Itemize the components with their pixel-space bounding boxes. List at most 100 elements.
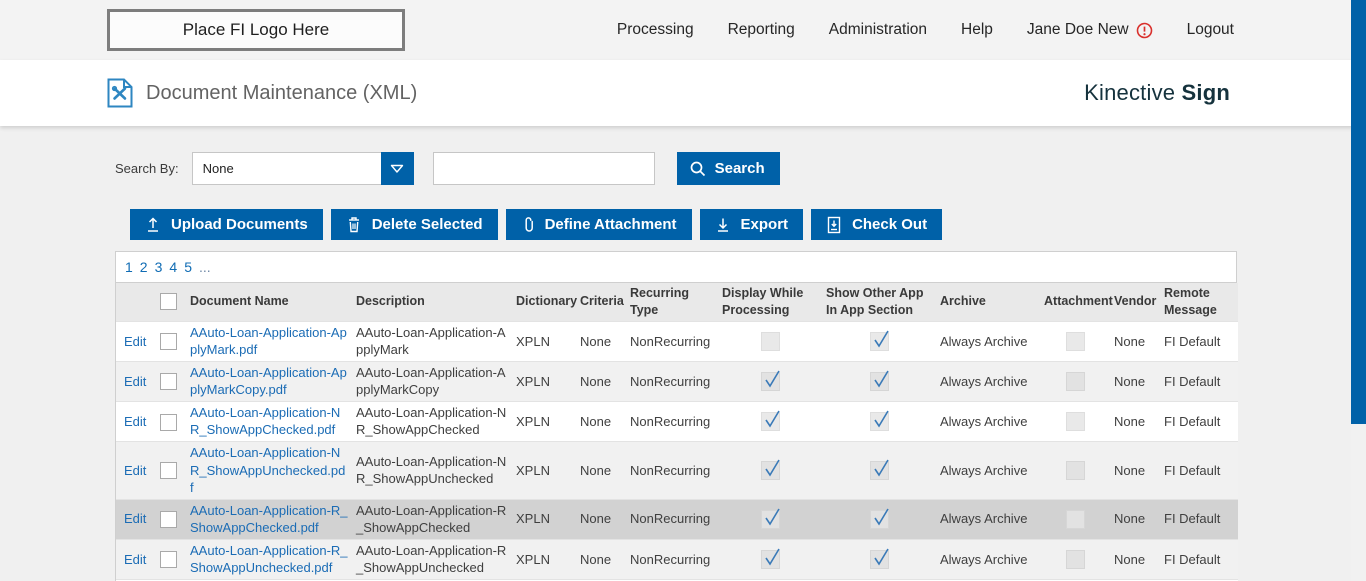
document-name-header: Document Name (186, 283, 352, 322)
row-checkbox[interactable] (160, 333, 177, 351)
document-name-link[interactable]: AAuto-Loan-Application-ApplyMarkCopy.pdf (190, 364, 347, 398)
search-by-label: Search By: (115, 161, 179, 176)
scrollbar-thumb[interactable] (1351, 0, 1366, 424)
description-cell: AAuto-Loan-Application-R_ShowAppUnchecke… (352, 538, 512, 580)
fi-logo-placeholder: Place FI Logo Here (107, 9, 405, 51)
attachment-checkbox (1065, 460, 1085, 480)
dictionary-header: Dictionary (512, 283, 577, 322)
paperclip-icon (521, 216, 535, 234)
criteria-cell: None (576, 441, 626, 500)
document-name-link[interactable]: AAuto-Loan-Application-ApplyMark.pdf (190, 324, 347, 358)
attachment-checkbox (1065, 331, 1085, 351)
page-link[interactable]: 1 (125, 259, 133, 275)
row-checkbox[interactable] (160, 413, 177, 431)
row-checkbox[interactable] (160, 551, 177, 569)
select-all-header (156, 283, 186, 322)
row-checkbox[interactable] (160, 462, 177, 480)
search-by-dropdown[interactable]: None (191, 152, 414, 185)
edit-link[interactable]: Edit (124, 551, 147, 567)
dictionary-cell: XPLN (512, 360, 576, 402)
show-other-app-checkbox (869, 370, 889, 391)
alert-icon (1136, 22, 1153, 39)
check-out-button[interactable]: Check Out (811, 209, 943, 240)
search-icon (689, 160, 707, 178)
download-icon (715, 216, 731, 233)
pagination: 1 2 3 4 5... (116, 252, 1236, 283)
nav-logout[interactable]: Logout (1186, 21, 1234, 38)
recurring-type-cell: NonRecurring (626, 400, 718, 442)
nav-help[interactable]: Help (961, 21, 993, 38)
description-header: Description (352, 283, 512, 322)
document-name-link[interactable]: AAuto-Loan-Application-R_ShowAppChecked.… (190, 502, 348, 536)
export-button[interactable]: Export (699, 209, 804, 240)
delete-selected-button[interactable]: Delete Selected (330, 209, 498, 240)
edit-link[interactable]: Edit (124, 511, 147, 527)
criteria-cell: None (576, 578, 626, 581)
document-name-link[interactable]: AAuto-Loan-Application-NR_ShowAppUncheck… (190, 445, 346, 496)
remote-message-cell: FI Default (1160, 578, 1238, 581)
documents-table-container: 1 2 3 4 5... Document Name Description Dicti… (115, 251, 1238, 581)
recurring-type-cell: NonRecurring (626, 441, 718, 500)
archive-cell: Always Archive (936, 320, 1040, 362)
display-while-processing-checkbox (760, 410, 780, 432)
page-link[interactable]: 4 (169, 259, 178, 275)
description-cell: AAuto-Loan-Application-NR_ShowAppUncheck… (352, 441, 512, 500)
title-bar: Document Maintenance (XML) Kinective Sig… (0, 60, 1366, 126)
edit-link[interactable]: Edit (124, 333, 147, 349)
dictionary-cell: XPLN (512, 400, 576, 442)
vendor-cell: None (1110, 360, 1160, 402)
brand-logo: Kinective Sign (1084, 80, 1230, 106)
archive-cell: Always Archive (936, 578, 1040, 581)
remote-message-cell: FI Default (1160, 441, 1238, 500)
edit-link[interactable]: Edit (124, 413, 147, 429)
description-cell: AAuto-Loan-Application-ApplyMark (352, 320, 512, 362)
top-bar: Place FI Logo Here Processing Reporting … (0, 0, 1366, 60)
archive-cell: Always Archive (936, 538, 1040, 580)
chevron-down-icon (389, 163, 405, 175)
search-row: Search By: None Search (115, 152, 1366, 185)
archive-cell: Always Archive (936, 360, 1040, 402)
recurring-type-cell: NonRecurring (626, 360, 718, 402)
remote-message-cell: FI Default (1160, 400, 1238, 442)
page-link[interactable]: 3 (154, 259, 163, 275)
trash-icon (346, 216, 362, 233)
upload-icon (145, 216, 161, 233)
row-checkbox[interactable] (160, 511, 177, 529)
display-while-processing-checkbox (760, 331, 780, 351)
page-link[interactable]: 5 (184, 259, 192, 275)
table-row: Edit AAuto-Loan-Application-ApplyMarkCop… (116, 360, 1238, 402)
edit-link[interactable]: Edit (124, 373, 147, 389)
search-by-selected-value: None (191, 152, 381, 185)
table-body: Edit AAuto-Loan-Application-ApplyMark.pd… (116, 320, 1238, 581)
pagination-ellipsis[interactable]: ... (198, 259, 211, 275)
fi-logo-text: Place FI Logo Here (182, 20, 330, 39)
search-input[interactable] (432, 152, 655, 185)
criteria-cell: None (576, 498, 626, 540)
search-button[interactable]: Search (676, 152, 780, 185)
vertical-scrollbar[interactable] (1351, 0, 1366, 581)
attachment-checkbox (1065, 549, 1085, 569)
row-checkbox[interactable] (160, 373, 177, 391)
dropdown-toggle-button[interactable] (380, 152, 414, 185)
document-name-link[interactable]: AAuto-Loan-Application-NR_ShowAppChecked… (190, 404, 341, 438)
nav-user-menu[interactable]: Jane Doe New (1027, 21, 1153, 39)
nav-reporting[interactable]: Reporting (727, 21, 795, 38)
delete-selected-label: Delete Selected (371, 216, 483, 233)
dictionary-cell: XPLN (512, 498, 576, 540)
upload-documents-button[interactable]: Upload Documents (130, 209, 323, 240)
define-attachment-button[interactable]: Define Attachment (505, 209, 692, 240)
select-all-checkbox[interactable] (160, 293, 177, 311)
criteria-cell: None (576, 538, 626, 580)
document-name-link[interactable]: AAuto-Loan-Application-R_ShowAppUnchecke… (190, 542, 348, 576)
page-link[interactable]: 2 (139, 259, 148, 275)
remote-message-cell: FI Default (1160, 320, 1238, 362)
table-row: Edit AAuto-Loan-Application-ApplyMark.pd… (116, 320, 1238, 362)
show-other-app-checkbox (869, 548, 889, 569)
nav-administration[interactable]: Administration (828, 21, 928, 38)
description-cell: AAuto-Loan-Application-NR_ShowAppChecked (352, 400, 512, 442)
edit-link[interactable]: Edit (124, 462, 147, 478)
dictionary-cell: XPLN (512, 320, 576, 362)
vendor-cell: None (1110, 441, 1160, 500)
recurring-type-cell: NonRecurring (626, 578, 718, 581)
nav-processing[interactable]: Processing (616, 21, 694, 38)
